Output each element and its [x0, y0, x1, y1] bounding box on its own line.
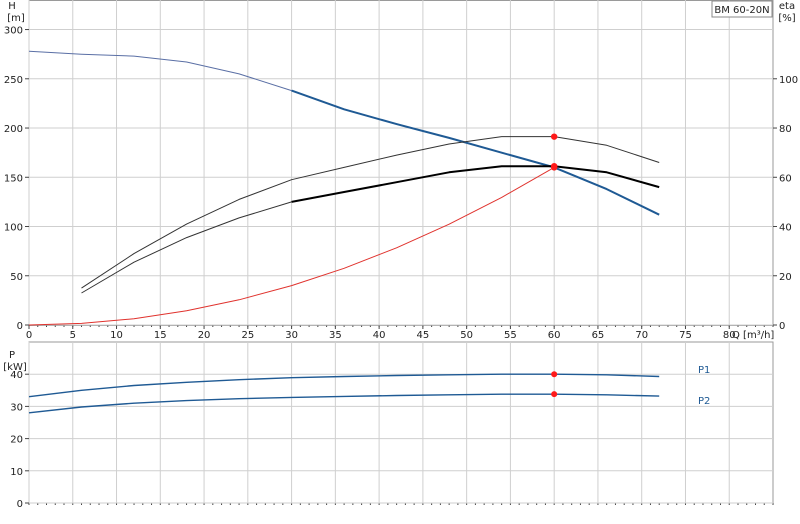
- series-parabola-line: [28, 166, 555, 326]
- upper-x-tick-label: 15: [154, 330, 167, 341]
- eta-y-tick-label: 40: [779, 223, 792, 234]
- power-duty-point-marker: [551, 371, 558, 378]
- duty-point-marker: [550, 162, 558, 170]
- eta-y-tick-label: 20: [779, 272, 792, 283]
- series-H_range-line: [291, 89, 660, 216]
- upper-y-tick-label: 150: [4, 173, 23, 184]
- upper-y-tick-label: 50: [10, 272, 23, 283]
- series-eta_full-line: [81, 136, 660, 289]
- legend-p1: P1: [698, 365, 710, 376]
- series-eta_lower-line: [81, 201, 292, 294]
- lower-y-tick-label: 30: [10, 402, 23, 413]
- upper-y-tick-label: 0: [17, 321, 23, 332]
- upper-x-tick-label: 55: [504, 330, 517, 341]
- upper-y-tick-label: 300: [4, 26, 23, 37]
- lower-y-tick-label: 0: [17, 499, 23, 510]
- h-axis-label: H: [8, 1, 16, 12]
- eta-y-tick-label: 100: [779, 75, 798, 86]
- q-axis-label: Q [m³/h]: [732, 330, 774, 341]
- model-badge: BM 60-20N: [711, 0, 773, 18]
- upper-plot-frame: [28, 0, 774, 326]
- upper-x-tick-label: 40: [373, 330, 386, 341]
- lower-y-tick-label: 20: [10, 435, 23, 446]
- h-axis-unit: [m]: [7, 13, 25, 24]
- upper-x-tick-label: 60: [548, 330, 561, 341]
- upper-x-tick-label: 80: [723, 330, 736, 341]
- upper-x-tick-label: 45: [417, 330, 430, 341]
- series-p2-line: [28, 393, 660, 414]
- p-axis-label: P: [9, 350, 15, 361]
- eta-axis-unit: [%]: [778, 13, 795, 24]
- upper-x-tick-label: 10: [110, 330, 123, 341]
- upper-x-tick-label: 65: [592, 330, 605, 341]
- lower-y-tick-label: 40: [10, 370, 23, 381]
- duty-point-marker: [550, 133, 558, 140]
- upper-x-tick-label: 70: [635, 330, 648, 341]
- power-duty-point-marker: [551, 391, 558, 398]
- eta-y-tick-label: 80: [779, 124, 792, 135]
- series-p1-line: [28, 373, 660, 398]
- model-label: BM 60-20N: [714, 5, 769, 16]
- eta-y-tick-label: 0: [779, 321, 785, 332]
- p-axis-unit: [kW]: [3, 362, 27, 373]
- upper-x-tick-label: 25: [241, 330, 254, 341]
- legend-p2: P2: [698, 396, 710, 407]
- eta-y-tick-label: 60: [779, 173, 792, 184]
- lower-plot-frame: [28, 341, 774, 504]
- lower-y-tick-label: 10: [10, 467, 23, 478]
- upper-y-tick-label: 100: [4, 223, 23, 234]
- upper-x-tick-label: 5: [70, 330, 76, 341]
- upper-x-tick-label: 0: [26, 330, 32, 341]
- upper-x-tick-label: 50: [460, 330, 473, 341]
- upper-x-tick-label: 20: [198, 330, 211, 341]
- eta-axis-label: eta: [779, 1, 795, 12]
- upper-x-tick-label: 30: [285, 330, 298, 341]
- series-H_full-line: [28, 50, 292, 92]
- series-eta_range-line: [291, 165, 660, 203]
- upper-y-tick-label: 250: [4, 75, 23, 86]
- upper-x-tick-label: 75: [679, 330, 692, 341]
- upper-y-tick-label: 200: [4, 124, 23, 135]
- upper-x-tick-label: 35: [329, 330, 342, 341]
